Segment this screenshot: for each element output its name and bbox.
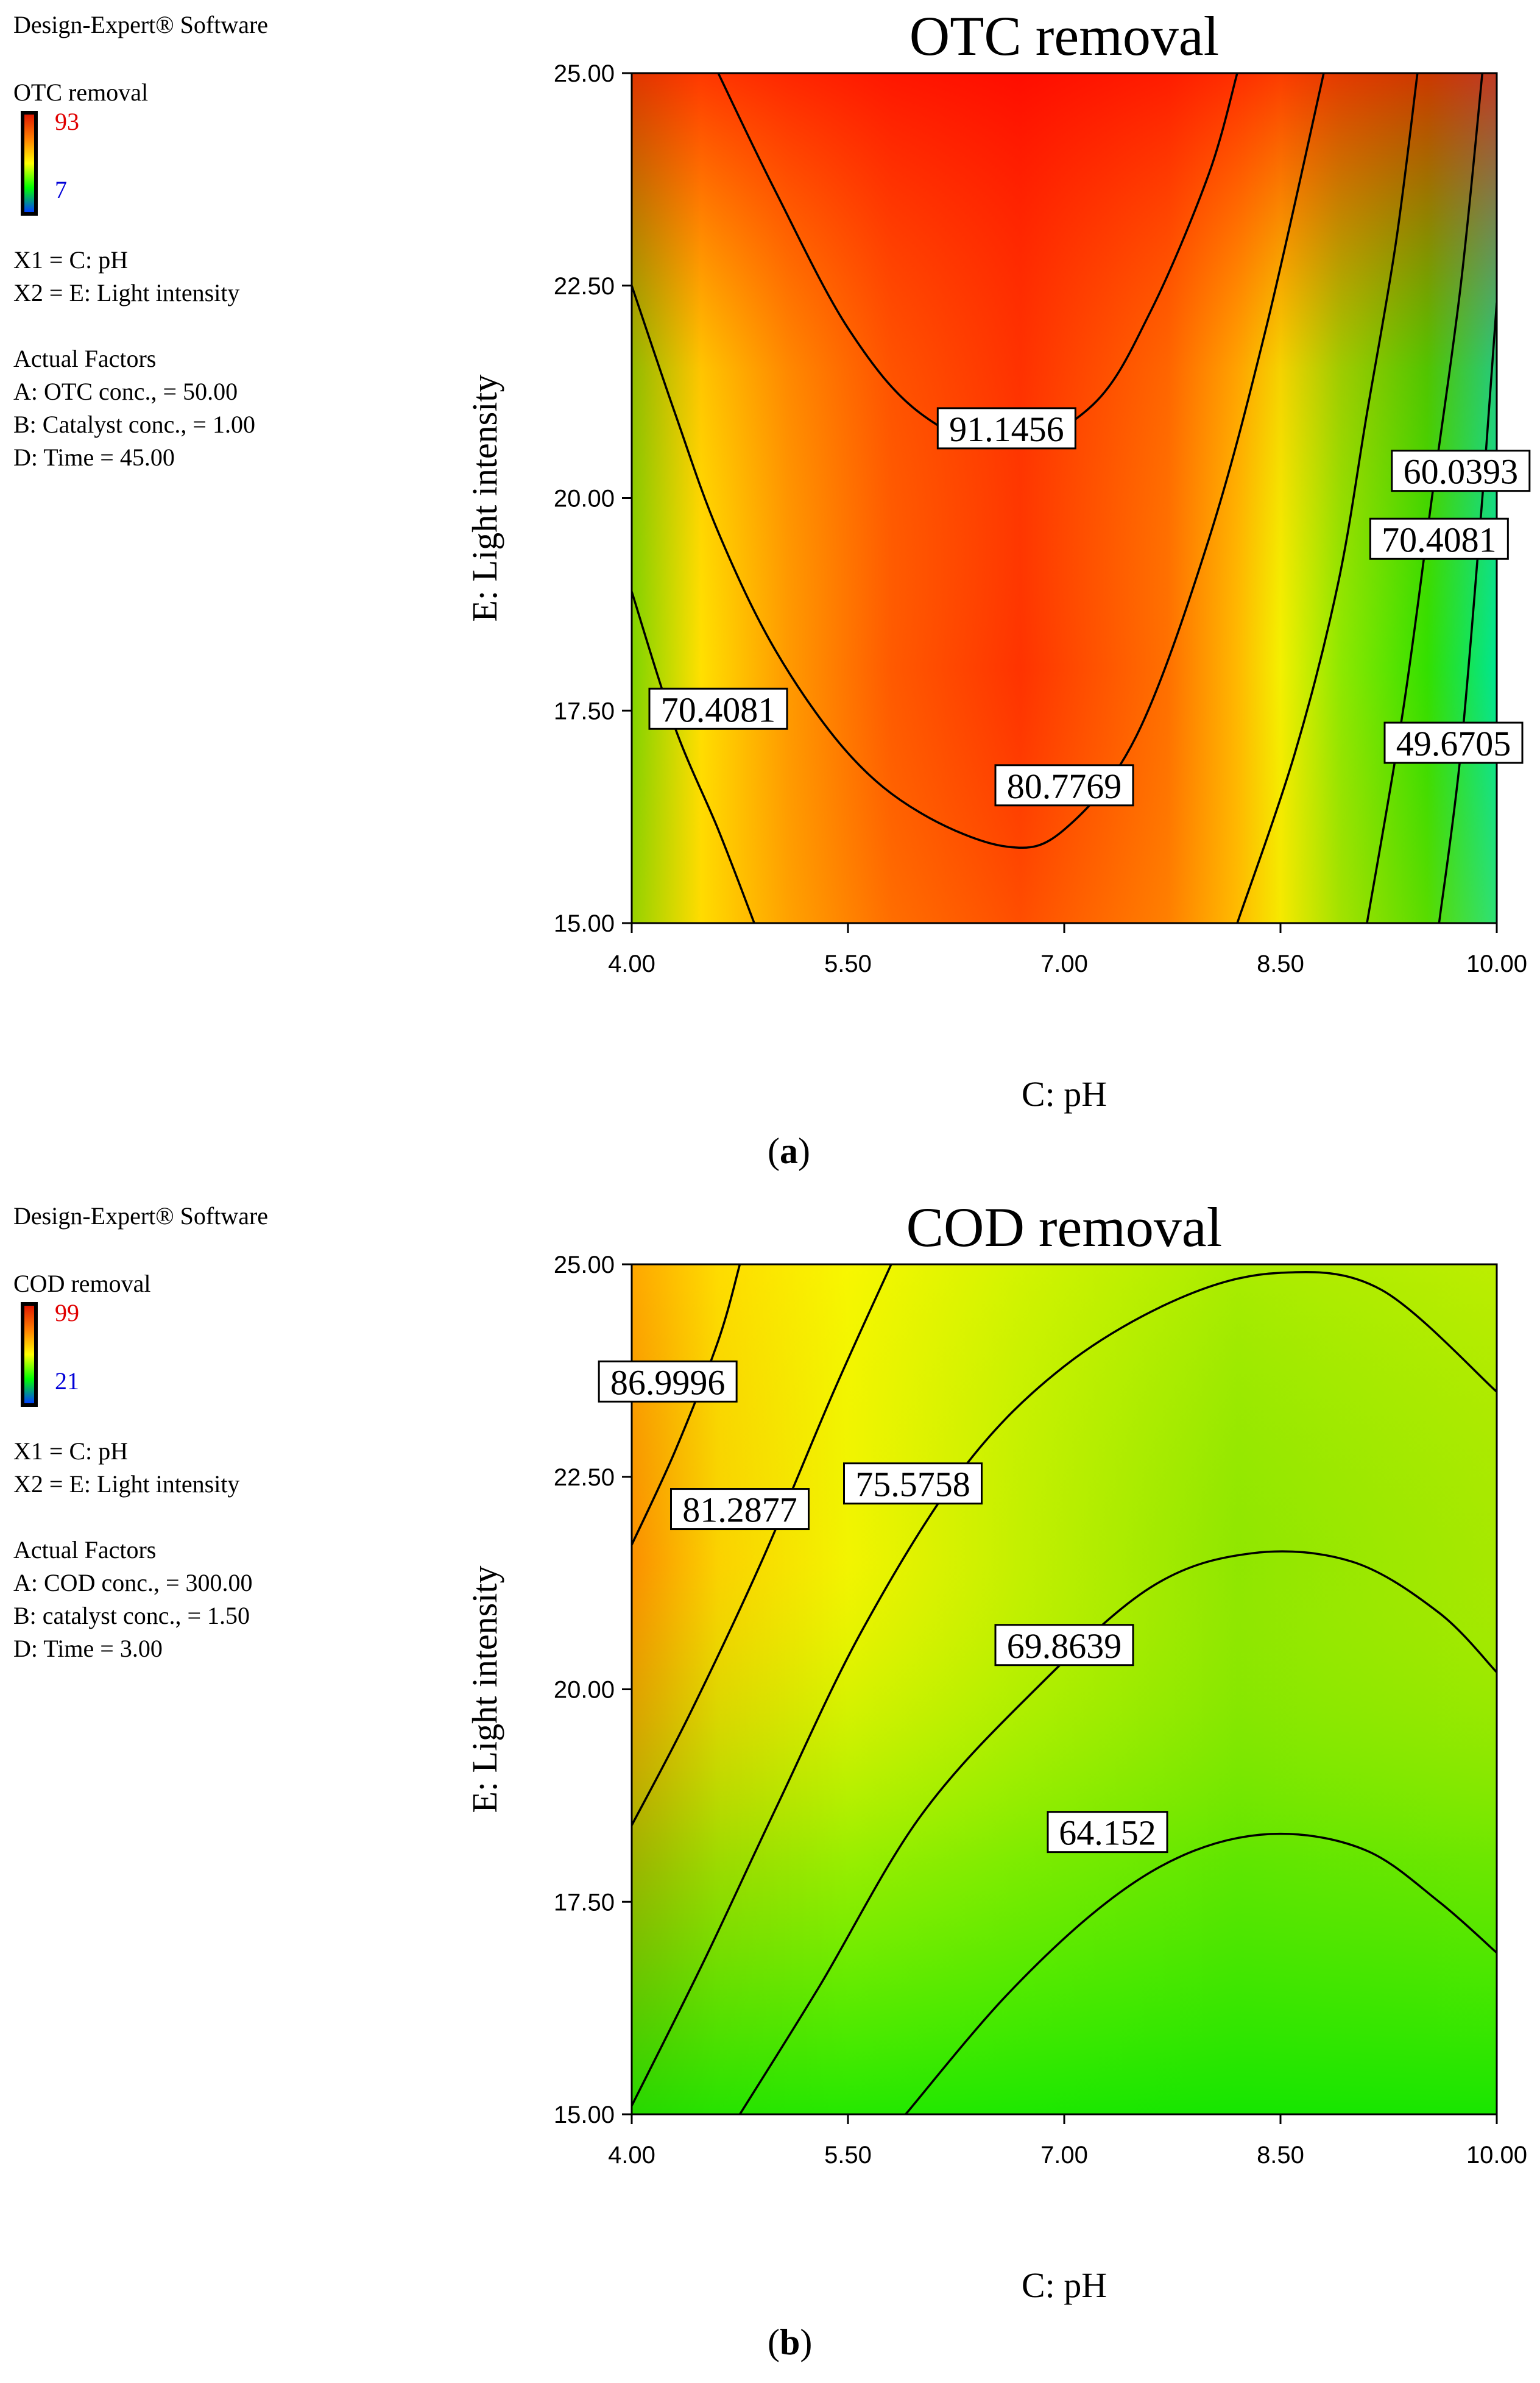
- colorbar-title: OTC removal: [13, 79, 149, 106]
- x-tick-label-1: 5.50: [824, 951, 872, 977]
- x-tick-label-2: 7.00: [1040, 951, 1088, 977]
- factor-b: B: catalyst conc., = 1.50: [13, 1602, 250, 1629]
- x-tick-label-2: 7.00: [1040, 2142, 1088, 2169]
- y-tick-label-0: 15.00: [554, 2102, 615, 2128]
- contour-label-5: 49.6705: [1396, 724, 1511, 763]
- factors-heading: Actual Factors: [13, 345, 157, 372]
- contour-label-2: 75.5758: [855, 1465, 970, 1504]
- contour-line-1: [632, 73, 1325, 849]
- panel-b: Design-Expert® Software COD removal 99 2…: [0, 1191, 1540, 2382]
- contour-label-4: 64.152: [1059, 1813, 1156, 1853]
- contour-plot-cod: 86.9996 81.2877 75.5758 69.8639 64.152 4.00 5.…: [465, 1196, 1527, 2305]
- y-tick-label-4: 25.00: [554, 60, 615, 87]
- contour-label-4: 60.0393: [1404, 452, 1519, 492]
- caption-b: (b): [768, 2322, 813, 2362]
- y-tick-label-4: 25.00: [554, 1252, 615, 1278]
- contour-plot-otc: 91.1456 80.7769 70.4081 70.4081 60.0393 49.67…: [465, 5, 1531, 1114]
- contour-label-box-0: [936, 407, 1076, 450]
- contour-label-box-0: [598, 1360, 738, 1403]
- x-tick-label-4: 10.00: [1466, 951, 1527, 977]
- contour-line-0: [632, 1264, 741, 1546]
- colorbar: [21, 111, 38, 216]
- contour-line-2: [632, 1271, 1497, 2106]
- panel-a: Design-Expert® Software OTC removal 93 7…: [0, 0, 1540, 1191]
- x-tick-label-0: 4.00: [608, 2142, 655, 2169]
- x-tick-label-4: 10.00: [1466, 2142, 1527, 2169]
- contour-label-box-2: [648, 687, 788, 730]
- factor-a: A: COD conc., = 300.00: [13, 1569, 253, 1596]
- contour-label-box-1: [670, 1488, 810, 1531]
- contour-label-1: 81.2877: [682, 1490, 797, 1530]
- colorbar-title: COD removal: [13, 1270, 151, 1297]
- contour-line-4: [1366, 73, 1484, 923]
- caption-a: (a): [768, 1131, 810, 1171]
- colorbar-min: 7: [55, 176, 67, 204]
- chart-title: COD removal: [906, 1196, 1223, 1258]
- y-tick-label-3: 22.50: [554, 273, 615, 300]
- x2-definition: X2 = E: Light intensity: [13, 279, 240, 306]
- contour-label-box-4: [1047, 1811, 1168, 1854]
- y-tick-label-2: 20.00: [554, 486, 615, 512]
- y-axis-label: E: Light intensity: [465, 1566, 504, 1813]
- factor-d: D: Time = 45.00: [13, 444, 175, 471]
- colorbar: [21, 1302, 38, 1407]
- contour-label-0: 86.9996: [610, 1362, 726, 1402]
- factors-heading: Actual Factors: [13, 1536, 157, 1563]
- x1-definition: X1 = C: pH: [13, 1437, 129, 1465]
- colorbar-min: 21: [55, 1367, 79, 1395]
- contour-label-3: 69.8639: [1007, 1626, 1122, 1666]
- factor-d: D: Time = 3.00: [13, 1635, 163, 1662]
- contour-label-box-4: [1391, 450, 1531, 492]
- contour-label-3: 70.4081: [1382, 520, 1497, 559]
- y-tick-label-0: 15.00: [554, 910, 615, 937]
- x1-definition: X1 = C: pH: [13, 246, 129, 274]
- contour-label-box-3: [994, 1624, 1134, 1666]
- contour-label-box-3: [1369, 517, 1509, 560]
- contour-label-0: 91.1456: [949, 409, 1064, 449]
- colorbar-max: 99: [55, 1299, 79, 1326]
- x-tick-label-3: 8.50: [1257, 2142, 1304, 2169]
- y-tick-label-2: 20.00: [554, 1677, 615, 1704]
- contour-line-1: [632, 1264, 892, 1826]
- x-axis-label: C: pH: [1022, 1074, 1107, 1114]
- heatmap-overlay: [632, 1264, 1497, 2114]
- x-tick-label-1: 5.50: [824, 2142, 872, 2169]
- x-tick-label-0: 4.00: [608, 951, 655, 977]
- contour-line-3: [1236, 73, 1419, 923]
- contour-line-5: [1438, 302, 1497, 923]
- contour-line-2: [632, 591, 755, 923]
- contour-label-2: 70.4081: [661, 690, 776, 729]
- x-tick-label-3: 8.50: [1257, 951, 1304, 977]
- colorbar-max: 93: [55, 108, 79, 135]
- variable-definitions: X1 = C: pH X2 = E: Light intensity: [13, 244, 239, 310]
- contour-label-box-1: [994, 764, 1134, 807]
- y-tick-label-3: 22.50: [554, 1464, 615, 1491]
- contour-line-4: [905, 1832, 1497, 2114]
- chart-title: OTC removal: [910, 5, 1219, 67]
- actual-factors: Actual Factors A: OTC conc., = 50.00 B: …: [13, 342, 255, 474]
- y-tick-label-1: 17.50: [554, 698, 615, 724]
- software-label: Design-Expert® Software: [13, 11, 269, 38]
- y-axis-label: E: Light intensity: [465, 375, 504, 622]
- software-label: Design-Expert® Software: [13, 1202, 269, 1230]
- variable-definitions: X1 = C: pH X2 = E: Light intensity: [13, 1435, 239, 1501]
- contour-label-box-2: [843, 1462, 983, 1505]
- contour-label-box-5: [1383, 721, 1524, 764]
- actual-factors: Actual Factors A: COD conc., = 300.00 B:…: [13, 1534, 253, 1665]
- factor-b: B: Catalyst conc., = 1.00: [13, 411, 255, 438]
- factor-a: A: OTC conc., = 50.00: [13, 378, 238, 405]
- y-tick-label-1: 17.50: [554, 1889, 615, 1916]
- x2-definition: X2 = E: Light intensity: [13, 1470, 240, 1498]
- contour-label-1: 80.7769: [1007, 767, 1122, 806]
- x-axis-label: C: pH: [1022, 2265, 1107, 2305]
